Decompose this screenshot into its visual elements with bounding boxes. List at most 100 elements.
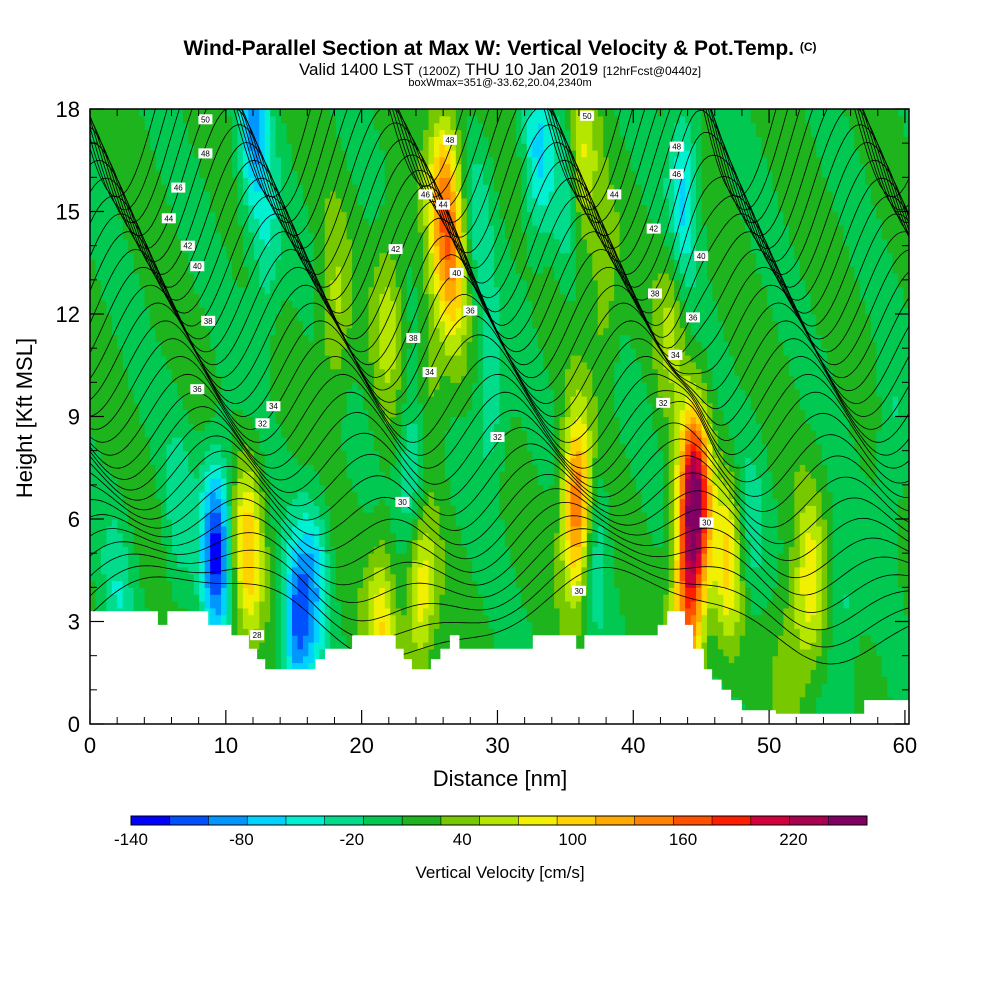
velocity-cell <box>286 156 293 165</box>
velocity-cell <box>302 498 309 506</box>
velocity-cell <box>210 170 217 178</box>
velocity-cell <box>215 601 222 609</box>
velocity-cell <box>286 491 293 500</box>
velocity-cell <box>111 361 118 370</box>
velocity-cell <box>95 163 102 172</box>
velocity-cell <box>324 409 331 418</box>
velocity-cell <box>128 156 135 165</box>
velocity-cell <box>95 122 102 131</box>
chart-title-text: Wind-Parallel Section at Max W: Vertical… <box>183 37 794 60</box>
velocity-cell <box>188 573 195 582</box>
velocity-cell <box>160 341 168 349</box>
velocity-cell <box>139 464 146 472</box>
velocity-cell <box>330 279 337 288</box>
velocity-cell <box>379 184 386 192</box>
velocity-cell <box>160 232 168 240</box>
velocity-cell <box>292 273 299 281</box>
velocity-cell <box>373 607 380 616</box>
velocity-cell <box>106 232 113 240</box>
velocity-cell <box>384 512 391 520</box>
velocity-cell <box>373 498 380 506</box>
velocity-cell <box>319 327 326 336</box>
velocity-cell <box>363 150 370 158</box>
velocity-cell <box>352 443 359 452</box>
velocity-cell <box>259 129 266 137</box>
velocity-cell <box>150 443 157 452</box>
velocity-cell <box>335 115 342 124</box>
velocity-cell <box>264 122 271 131</box>
velocity-cell <box>259 594 266 602</box>
velocity-cell <box>160 601 168 609</box>
velocity-cell <box>166 560 173 568</box>
velocity-cell <box>117 225 124 233</box>
velocity-cell <box>297 259 304 267</box>
velocity-cell <box>215 566 222 575</box>
velocity-cell <box>259 266 266 274</box>
velocity-cell <box>302 286 309 295</box>
velocity-cell <box>346 245 353 254</box>
velocity-cell <box>346 532 353 541</box>
velocity-cell <box>128 525 135 534</box>
velocity-cell <box>204 129 211 137</box>
velocity-cell <box>204 375 211 383</box>
velocity-cell <box>313 648 320 657</box>
velocity-cell <box>368 170 375 178</box>
velocity-cell <box>150 580 157 588</box>
velocity-cell <box>363 184 370 192</box>
velocity-cell <box>210 225 217 233</box>
velocity-cell <box>237 177 244 185</box>
velocity-cell <box>150 191 157 199</box>
velocity-cell <box>128 232 135 240</box>
velocity-cell <box>193 197 200 206</box>
velocity-cell <box>357 560 364 568</box>
velocity-cell <box>90 156 97 165</box>
velocity-cell <box>363 519 370 527</box>
velocity-cell <box>253 368 260 377</box>
velocity-cell <box>210 525 217 534</box>
velocity-cell <box>346 430 353 438</box>
velocity-cell <box>253 286 260 295</box>
velocity-cell <box>210 197 217 206</box>
velocity-cell <box>111 368 118 377</box>
velocity-cell <box>335 109 342 117</box>
velocity-cell <box>357 457 364 465</box>
velocity-cell <box>275 163 282 172</box>
velocity-cell <box>302 143 309 151</box>
velocity-cell <box>199 156 206 165</box>
velocity-cell <box>226 225 233 233</box>
velocity-cell <box>231 252 239 260</box>
velocity-cell <box>373 204 380 213</box>
velocity-cell <box>226 184 233 192</box>
velocity-cell <box>253 327 260 336</box>
velocity-cell <box>111 505 118 513</box>
velocity-cell <box>117 389 124 397</box>
velocity-cell <box>324 156 331 165</box>
velocity-cell <box>379 115 386 124</box>
velocity-cell <box>144 443 151 452</box>
velocity-cell <box>308 539 315 547</box>
velocity-cell <box>281 566 288 575</box>
velocity-cell <box>341 560 348 568</box>
velocity-cell <box>248 143 255 151</box>
velocity-cell <box>319 648 326 657</box>
velocity-cell <box>182 314 189 322</box>
velocity-cell <box>226 238 233 247</box>
velocity-cell <box>210 300 217 308</box>
velocity-cell <box>106 109 113 117</box>
velocity-cell <box>199 238 206 247</box>
velocity-cell <box>341 170 348 178</box>
velocity-cell <box>368 314 375 322</box>
velocity-cell <box>275 129 282 137</box>
velocity-cell <box>221 355 228 363</box>
velocity-cell <box>264 259 271 267</box>
velocity-cell <box>221 204 228 213</box>
velocity-cell <box>292 279 299 288</box>
velocity-cell <box>270 327 277 336</box>
velocity-cell <box>264 232 271 240</box>
velocity-cell <box>292 143 299 151</box>
velocity-cell <box>330 614 337 623</box>
velocity-cell <box>330 389 337 397</box>
velocity-cell <box>259 204 266 213</box>
velocity-cell <box>242 368 249 377</box>
velocity-cell <box>122 252 129 260</box>
